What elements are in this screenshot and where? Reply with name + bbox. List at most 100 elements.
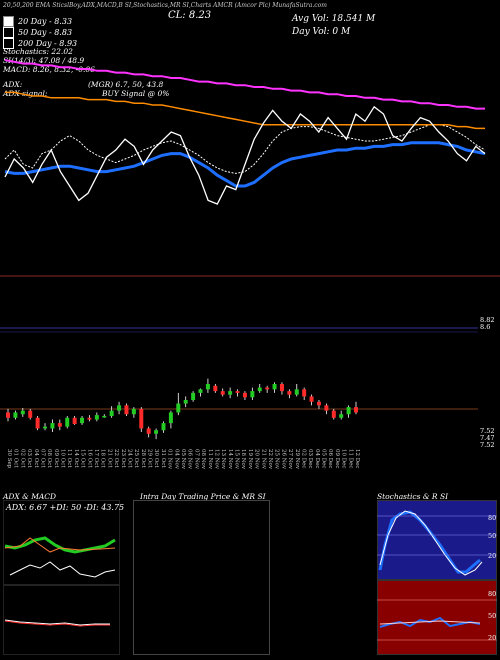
date-tick-label: 30 Oct bbox=[153, 449, 159, 468]
candle-body bbox=[324, 405, 329, 411]
date-tick-label: 11 Oct bbox=[66, 449, 72, 468]
main-price-chart bbox=[0, 59, 500, 277]
date-tick-label: 01 Nov bbox=[167, 449, 173, 470]
candle-body bbox=[43, 426, 48, 429]
date-tick-label: 22 Nov bbox=[267, 449, 273, 470]
date-tick-label: 21 Nov bbox=[260, 449, 266, 470]
date-tick-label: 08 Oct bbox=[46, 449, 52, 468]
stochastics-value: Stochastics: 22.02 bbox=[3, 47, 73, 56]
si-tick-80: 80 bbox=[488, 590, 497, 598]
date-axis: 30 Sep 01 Oct 02 Oct 03 Oct 04 Oct 07 Oct 08 O… bbox=[6, 449, 360, 470]
date-tick-label: 20 Nov bbox=[254, 449, 260, 470]
date-tick-label: 02 Dec bbox=[300, 449, 306, 469]
price-label-low2: 7.47 bbox=[480, 434, 495, 442]
candlestick-chart bbox=[0, 327, 478, 440]
ema200-swatch bbox=[3, 38, 14, 49]
candle-body bbox=[117, 405, 122, 411]
date-tick-label: 13 Nov bbox=[220, 449, 226, 470]
candle-body bbox=[191, 392, 196, 400]
price-label-upper: 8.6 bbox=[480, 323, 491, 331]
series-20-day bbox=[4, 124, 486, 174]
si-value: SI(14/3): 47.08 / 48.9 bbox=[3, 56, 85, 65]
candle-body bbox=[154, 430, 159, 434]
date-tick-label: 12 Dec bbox=[354, 449, 360, 469]
ema20-label: 20 Day - 8.33 bbox=[18, 17, 73, 26]
date-tick-label: 15 Oct bbox=[80, 449, 86, 468]
candle-body bbox=[80, 417, 85, 424]
buy-signal-label: BUY Signal @ 0% bbox=[102, 89, 170, 98]
candle-body bbox=[50, 423, 55, 429]
adx-macd-title: ADX & MACD bbox=[3, 492, 57, 501]
adx-label: ADX: bbox=[3, 80, 23, 89]
date-tick-label: 23 Oct bbox=[120, 449, 126, 468]
date-tick-label: 19 Nov bbox=[247, 449, 253, 470]
candle-body bbox=[139, 408, 144, 429]
date-tick-label: 21 Oct bbox=[106, 449, 112, 468]
candle-body bbox=[168, 412, 173, 424]
candle-body bbox=[198, 389, 203, 393]
adx-reading: ADX: 6.67 +DI: 50 -DI: 43.75 bbox=[6, 503, 125, 512]
avg-volume-label: Avg Vol: 18.541 M bbox=[292, 14, 376, 24]
candle-body bbox=[339, 414, 344, 418]
candle-body bbox=[279, 384, 284, 392]
date-tick-label: 09 Dec bbox=[334, 449, 340, 469]
macd-value: MACD: 8.26, 8.32, -0.06 bbox=[3, 65, 95, 74]
candle-body bbox=[65, 417, 70, 427]
date-tick-label: 06 Nov bbox=[187, 449, 193, 470]
date-tick-label: 03 Dec bbox=[307, 449, 313, 469]
candle-body bbox=[272, 384, 277, 390]
adx-panel: ADX: 6.67 +DI: 50 -DI: 43.75 bbox=[3, 500, 124, 585]
price-label-low3: 7.52 bbox=[480, 441, 495, 449]
candle-body bbox=[265, 387, 270, 390]
candle-body bbox=[354, 407, 358, 413]
candle-body bbox=[228, 391, 233, 395]
date-tick-label: 24 Oct bbox=[126, 449, 132, 468]
candle-body bbox=[205, 384, 210, 390]
stoch-tick-50: 50 bbox=[488, 532, 497, 540]
date-tick-label: 25 Oct bbox=[133, 449, 139, 468]
ema20-swatch bbox=[3, 16, 14, 27]
candle-body bbox=[183, 400, 188, 404]
date-tick-label: 04 Oct bbox=[33, 449, 39, 468]
date-tick-label: 27 Nov bbox=[287, 449, 293, 470]
date-tick-label: 15 Nov bbox=[234, 449, 240, 470]
candle-body bbox=[94, 415, 99, 420]
candle-body bbox=[294, 389, 299, 395]
legend-ema50: 50 Day - 8.83 bbox=[3, 27, 72, 38]
si-panel bbox=[377, 580, 497, 655]
stoch-d-line bbox=[379, 510, 483, 576]
candle-body bbox=[87, 417, 92, 420]
candle-body bbox=[302, 389, 307, 397]
macd-white-line bbox=[4, 619, 110, 626]
date-tick-label: 11 Dec bbox=[347, 449, 353, 469]
candle-body bbox=[146, 428, 151, 434]
intraday-title: Intra Day Trading Price & MR SI bbox=[140, 492, 266, 501]
date-tick-label: 18 Oct bbox=[100, 449, 106, 468]
candle-body bbox=[220, 391, 225, 395]
close-price-label: CL: 8.23 bbox=[168, 10, 212, 21]
date-tick-label: 10 Oct bbox=[60, 449, 66, 468]
series-200-day bbox=[4, 59, 485, 110]
date-tick-label: 26 Nov bbox=[280, 449, 286, 470]
date-tick-label: 09 Oct bbox=[53, 449, 59, 468]
candle-body bbox=[176, 403, 181, 413]
stoch-tick-80: 80 bbox=[488, 514, 497, 522]
stoch-tick-20: 20 bbox=[488, 552, 497, 560]
candle-body bbox=[287, 391, 292, 395]
legend-ema20: 20 Day - 8.33 bbox=[3, 16, 72, 27]
price-label-low1: 7.52 bbox=[480, 427, 495, 435]
candle-body bbox=[161, 423, 166, 431]
date-tick-label: 02 Oct bbox=[19, 449, 25, 468]
date-tick-label: 22 Oct bbox=[113, 449, 119, 468]
date-tick-label: 01 Oct bbox=[13, 449, 19, 468]
candle-body bbox=[331, 410, 336, 418]
candle-body bbox=[309, 396, 314, 402]
candle-body bbox=[35, 417, 40, 429]
candle-body bbox=[213, 385, 218, 392]
minus-di-line bbox=[4, 537, 116, 553]
date-tick-label: 17 Oct bbox=[93, 449, 99, 468]
macd-red-line bbox=[4, 620, 110, 627]
candle-body bbox=[242, 392, 247, 398]
candle-body bbox=[20, 410, 25, 415]
